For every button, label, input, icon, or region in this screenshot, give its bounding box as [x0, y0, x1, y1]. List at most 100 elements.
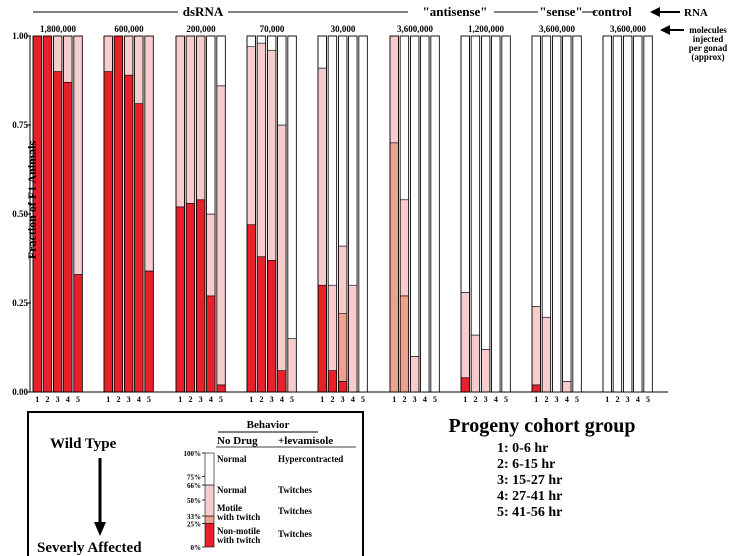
legend-pct-label: 33% [187, 513, 201, 521]
molecules-label-line: molecules [689, 25, 727, 35]
cohort-tick-label: 3 [270, 395, 274, 404]
bar-outline [552, 35, 562, 393]
molecules-arrow-head [660, 25, 670, 35]
cohort-tick-label: 3 [127, 395, 131, 404]
legend-levamisole-label: Twitches [278, 506, 312, 516]
bar-outline [73, 35, 83, 393]
cohort-tick-label: 5 [147, 395, 151, 404]
legend-frame [27, 411, 364, 556]
bar-segment [562, 381, 572, 393]
bar-segment [348, 284, 358, 393]
bar-segment [470, 334, 481, 393]
bar-segment [399, 35, 410, 201]
bar-segment [491, 35, 501, 393]
bar-outline [572, 35, 582, 393]
bar-outline [327, 35, 338, 393]
bar-segment [470, 35, 481, 336]
legend-no-drug-label: Normal [217, 454, 247, 464]
bar-segment [531, 384, 541, 393]
bar-outline [633, 35, 643, 393]
cohort-tick-label: 4 [66, 395, 70, 404]
bar-segment [501, 35, 511, 393]
bar-segment [541, 35, 552, 318]
bar-segment [420, 35, 430, 393]
cohort-tick-label: 1 [463, 395, 467, 404]
bar-outline [623, 35, 633, 393]
cohort-item: 1: 0-6 hr [497, 441, 548, 456]
legend-levamisole-label: Hypercontracted [278, 454, 343, 464]
cohort-tick-label: 3 [341, 395, 345, 404]
bar-outline [389, 35, 399, 393]
bar-segment [338, 35, 348, 247]
bar-segment [63, 35, 73, 83]
bar-segment [267, 49, 277, 261]
bar-segment [643, 35, 653, 393]
bar-outline [531, 35, 541, 393]
bar-outline [420, 35, 430, 393]
bar-outline [103, 35, 113, 393]
bar-segment [399, 199, 410, 297]
bar-segment [267, 259, 277, 393]
group-molecules-label: 1,800,000 [40, 24, 77, 34]
bar-outline [480, 35, 491, 393]
legend-pct-label: 25% [187, 521, 201, 529]
cohort-tick-label: 1 [605, 395, 609, 404]
bar-outline [460, 35, 470, 393]
bar-segment [410, 356, 420, 393]
legend-levamisole-label: Twitches [278, 529, 312, 539]
legend-rows: Normal Hypercontracted Normal Twitches Motil… [217, 454, 343, 545]
cohort-tick-label: 2 [615, 395, 619, 404]
bar-segment [175, 206, 185, 393]
bar-segment [531, 35, 541, 307]
legend-no-drug-label: with twitch [217, 512, 260, 522]
bar-segment [216, 384, 226, 393]
cohort-tick-label: 2 [188, 395, 192, 404]
bar-outline [348, 35, 358, 393]
bar-outline [175, 35, 185, 393]
bar-segment [562, 35, 572, 382]
cohort-tick-label: 3 [555, 395, 559, 404]
cohort-tick-label: 2 [544, 395, 548, 404]
group-type-label: control [592, 4, 632, 19]
legend-bar-segment [204, 523, 215, 548]
bar-segment [73, 35, 83, 275]
bar-outline [541, 35, 552, 393]
legend-pct-label: 66% [187, 482, 201, 490]
bar-segment [430, 35, 440, 393]
bar-outline [113, 35, 124, 393]
legend-no-drug-label: Non-motile [217, 526, 260, 536]
bar-outline [256, 35, 267, 393]
bar-segment [73, 274, 83, 393]
bar-segment [317, 35, 327, 69]
cohort-tick-label: 4 [351, 395, 355, 404]
bar-segment [633, 35, 643, 393]
group-molecules-label: 200,000 [186, 24, 216, 34]
cohort-tick-label: 3 [56, 395, 60, 404]
cohort-tick-label: 5 [646, 395, 650, 404]
cohort-tick-label: 5 [290, 395, 294, 404]
bar-outline [266, 35, 277, 393]
legend-severly-affected: Severly Affected [37, 540, 142, 556]
cohort-tick-label: 4 [636, 395, 640, 404]
bar-segment [338, 381, 348, 393]
cohort-item: 3: 15-27 hr [497, 473, 562, 488]
bar-segment [144, 35, 154, 272]
bar-segment [399, 295, 410, 393]
legend-scale-bar: 100% 75%66% 50% 33%25% 0% [184, 450, 215, 552]
cohort-tick-label: 2 [330, 395, 334, 404]
cohort-tick-label: 3 [484, 395, 488, 404]
cohort-tick-label: 3 [199, 395, 203, 404]
rna-arrow-head [650, 7, 660, 17]
cohort-tick-label: 3 [413, 395, 417, 404]
bar-segment [317, 67, 327, 286]
bar-segment [246, 35, 256, 47]
y-tick-label: 1.00 [12, 31, 28, 41]
bar-segment [612, 35, 623, 393]
bar-segment [124, 74, 134, 393]
bar-segment [317, 284, 327, 393]
bar-segment [410, 35, 420, 357]
